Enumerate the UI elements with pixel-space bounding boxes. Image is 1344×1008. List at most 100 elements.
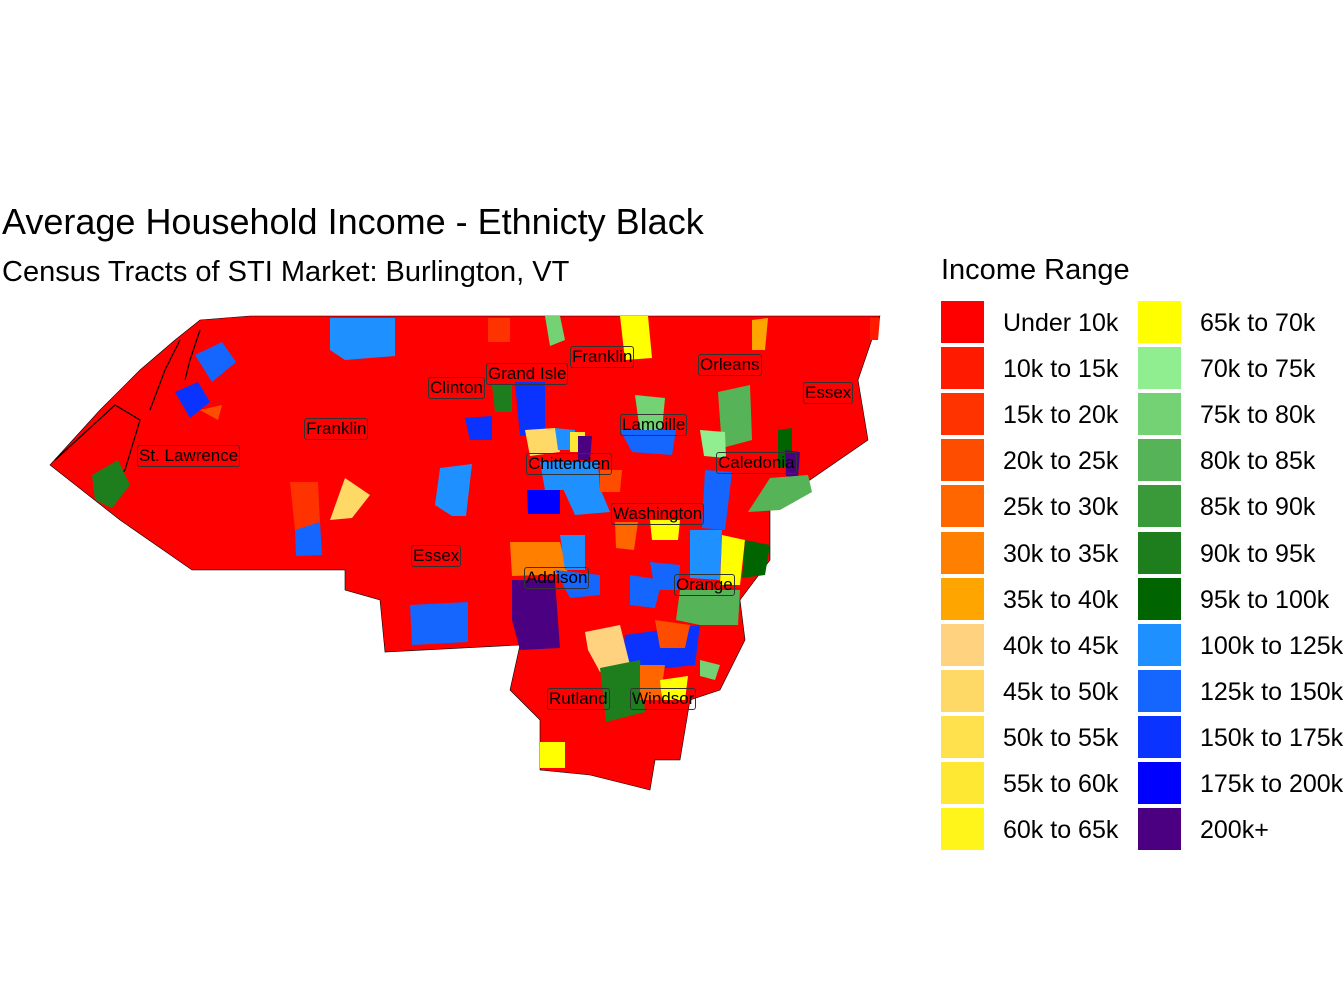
county-label-windsor: Windsor [630, 688, 697, 710]
legend-label: 175k to 200k [1200, 770, 1344, 798]
tract [630, 575, 662, 608]
legend-swatch [941, 669, 984, 712]
tract [540, 462, 600, 490]
legend-label: 100k to 125k [1200, 631, 1344, 660]
legend-swatch [941, 762, 984, 804]
legend-swatch [1138, 669, 1181, 712]
tract [655, 620, 690, 648]
county-label-addison: Addison [524, 567, 590, 589]
tract [700, 430, 726, 458]
tract [295, 522, 322, 556]
tract [515, 382, 545, 436]
tract [545, 316, 565, 346]
tract [290, 482, 320, 530]
legend-swatch [1138, 623, 1181, 666]
legend-label: 75k to 80k [1200, 401, 1316, 430]
legend-label: 85k to 90k [1200, 493, 1316, 522]
county-label-rutland: Rutland [547, 688, 610, 710]
tract [410, 602, 468, 645]
tract [435, 464, 472, 516]
tract [488, 318, 510, 342]
county-label-washington: Washington [611, 503, 705, 525]
tract [330, 478, 370, 520]
tract [175, 382, 210, 418]
county-label-franklin-ny: Franklin [304, 418, 369, 440]
county-label-chittenden: Chittenden [526, 453, 613, 475]
tract [718, 385, 752, 448]
legend-title: Income Range [941, 254, 1130, 286]
tract [527, 490, 560, 514]
county-label-franklin-vt: Franklin [570, 346, 635, 368]
tract [635, 395, 665, 432]
legend-swatch [1138, 531, 1181, 574]
legend-label: 55k to 60k [1003, 770, 1119, 798]
tract [560, 482, 610, 515]
legend-label: 95k to 100k [1200, 585, 1330, 614]
tract [752, 318, 768, 350]
legend-swatch [1138, 347, 1181, 390]
tract [615, 522, 638, 550]
tract [540, 742, 565, 768]
legend-swatch [1138, 715, 1181, 758]
legend-label: 25k to 30k [1003, 493, 1119, 522]
county-label-clinton: Clinton [428, 377, 485, 399]
county-label-orange: Orange [674, 574, 735, 596]
tract [720, 535, 745, 585]
county-label-essex-ny: Essex [411, 545, 462, 567]
legend-swatch [941, 531, 984, 574]
tract [600, 470, 622, 492]
legend-swatch [1138, 393, 1181, 436]
tract [742, 540, 770, 578]
county-label-lamoille: Lamoille [620, 414, 688, 436]
legend-label: 200k+ [1200, 816, 1269, 845]
legend-label: 125k to 150k [1200, 677, 1344, 706]
census-tracts [92, 316, 880, 768]
tract [690, 530, 722, 580]
legend-swatch [1138, 762, 1181, 804]
county-label-orleans: Orleans [698, 354, 762, 376]
tract [585, 625, 630, 672]
tract [512, 580, 560, 650]
tract [195, 342, 236, 382]
tract [92, 460, 130, 508]
county-label-st-lawrence: St. Lawrence [137, 445, 241, 467]
legend-label: 15k to 20k [1003, 401, 1119, 430]
tract [525, 428, 560, 456]
legend-label: 50k to 55k [1003, 723, 1119, 752]
tract [560, 535, 585, 570]
legend-swatch [941, 347, 984, 390]
map-subtitle: Census Tracts of STI Market: Burlington,… [2, 256, 570, 288]
legend-label: 10k to 15k [1003, 355, 1119, 384]
tract [620, 316, 652, 360]
legend-swatch [1138, 577, 1181, 620]
tract [578, 436, 592, 460]
tract [200, 405, 222, 420]
tract [702, 470, 732, 530]
tract [330, 318, 395, 360]
legend-label: 80k to 85k [1200, 447, 1316, 476]
legend-swatch [941, 623, 984, 666]
legend-label: 150k to 175k [1200, 723, 1344, 752]
legend-label: Under 10k [1003, 309, 1119, 337]
tract [640, 665, 665, 700]
legend-swatch [941, 393, 984, 436]
legend-swatch [941, 301, 984, 343]
tract [870, 318, 880, 340]
legend-swatch [1138, 439, 1181, 482]
tract [620, 430, 676, 455]
tract [650, 520, 680, 540]
legend-label: 60k to 65k [1003, 816, 1119, 845]
legend-swatch [941, 808, 984, 851]
county-label-caledonia: Caledonia [716, 452, 797, 474]
legend-swatch [1138, 301, 1181, 343]
legend-label: 70k to 75k [1200, 355, 1316, 384]
legend-swatch [1138, 485, 1181, 528]
tract [748, 475, 812, 512]
legend-swatch [1138, 808, 1181, 851]
legend-label: 35k to 40k [1003, 585, 1119, 614]
legend-label: 20k to 25k [1003, 447, 1119, 476]
legend-swatch [941, 485, 984, 528]
legend-label: 65k to 70k [1200, 309, 1316, 337]
tract [492, 385, 512, 412]
